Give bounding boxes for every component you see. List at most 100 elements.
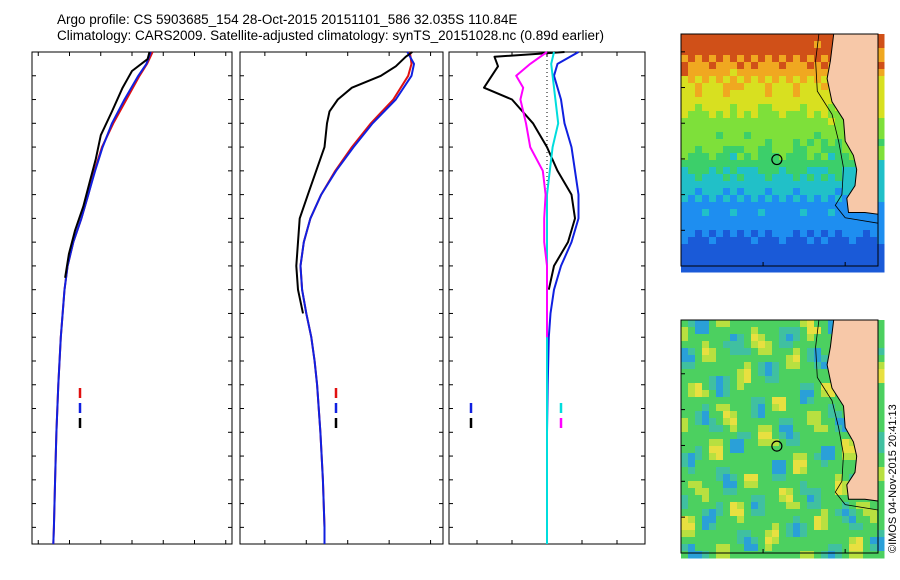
map-cell	[737, 411, 745, 419]
map-cell	[821, 474, 829, 482]
map-cell	[709, 544, 717, 552]
shelf-contour	[815, 33, 879, 224]
map-cell	[737, 69, 745, 77]
map-cell	[821, 195, 829, 203]
map-cell	[870, 258, 878, 266]
map-cell	[772, 216, 780, 224]
map-cell	[786, 146, 794, 154]
map-cell	[688, 404, 696, 412]
map-cell	[744, 216, 752, 224]
map-cell	[800, 348, 808, 356]
map-cell	[814, 474, 822, 482]
map-cell	[765, 418, 773, 426]
map-cell	[681, 216, 689, 224]
map-cell	[737, 488, 745, 496]
series-line-s-satellite	[546, 51, 560, 544]
map-cell	[779, 223, 787, 231]
map-cell	[730, 216, 738, 224]
map-cell	[800, 216, 808, 224]
map-cell	[681, 230, 689, 238]
map-cell	[800, 537, 808, 545]
map-cell	[807, 34, 815, 42]
map-cell	[863, 516, 871, 524]
map-cell	[814, 383, 822, 391]
map-cell	[716, 523, 724, 531]
map-cell	[737, 216, 745, 224]
map-cell	[709, 174, 717, 182]
map-cell	[800, 488, 808, 496]
map-cell	[709, 139, 717, 147]
map-cell	[793, 202, 801, 210]
map-cell	[765, 551, 773, 559]
map-cell	[765, 488, 773, 496]
map-cell	[709, 181, 717, 189]
map-cell	[709, 390, 717, 398]
map-cell	[779, 383, 787, 391]
map-cell	[765, 202, 773, 210]
map-cell	[842, 509, 850, 517]
map-cell	[828, 132, 836, 140]
map-cell	[723, 376, 731, 384]
map-cell	[779, 411, 787, 419]
map-cell	[807, 160, 815, 168]
map-cell	[877, 146, 885, 154]
map-cell	[779, 495, 787, 503]
map-cell	[681, 202, 689, 210]
map-cell	[814, 48, 822, 56]
map-cell	[800, 509, 808, 517]
map-cell	[772, 223, 780, 231]
map-cell	[751, 509, 759, 517]
map-cell	[842, 237, 850, 245]
map-cell	[800, 160, 808, 168]
map-cell	[877, 62, 885, 70]
map-cell	[681, 111, 689, 119]
map-cell	[688, 146, 696, 154]
map-cell	[828, 460, 836, 468]
map-cell	[730, 188, 738, 196]
map-cell	[835, 160, 843, 168]
map-cell	[716, 425, 724, 433]
map-cell	[842, 181, 850, 189]
map-cell	[793, 83, 801, 91]
map-cell	[772, 111, 780, 119]
map-cell	[758, 244, 766, 252]
map-cell	[877, 383, 885, 391]
map-cell	[835, 244, 843, 252]
map-cell	[800, 446, 808, 454]
map-cell	[744, 523, 752, 531]
map-cell	[786, 369, 794, 377]
map-cell	[814, 432, 822, 440]
map-cell	[835, 509, 843, 517]
map-cell	[772, 411, 780, 419]
map-cell	[877, 83, 885, 91]
map-cell	[730, 495, 738, 503]
map-cell	[800, 425, 808, 433]
map-cell	[681, 188, 689, 196]
map-cell	[695, 104, 703, 112]
map-cell	[702, 237, 710, 245]
map-cell	[835, 488, 843, 496]
map-cell	[702, 83, 710, 91]
map-cell	[730, 160, 738, 168]
map-cell	[786, 265, 794, 273]
map-cell	[779, 174, 787, 182]
map-cell	[807, 146, 815, 154]
map-cell	[821, 432, 829, 440]
map-cell	[828, 230, 836, 238]
map-cell	[856, 530, 864, 538]
map-cell	[800, 495, 808, 503]
map-cell	[786, 516, 794, 524]
map-cell	[835, 216, 843, 224]
map-cell	[702, 62, 710, 70]
map-cell	[681, 258, 689, 266]
map-cell	[695, 160, 703, 168]
map-cell	[786, 327, 794, 335]
map-cell	[793, 174, 801, 182]
map-cell	[807, 432, 815, 440]
map-cell	[765, 404, 773, 412]
map-cell	[814, 62, 822, 70]
map-cell	[877, 251, 885, 259]
map-cell	[709, 34, 717, 42]
map-cell	[765, 467, 773, 475]
map-cell	[758, 146, 766, 154]
